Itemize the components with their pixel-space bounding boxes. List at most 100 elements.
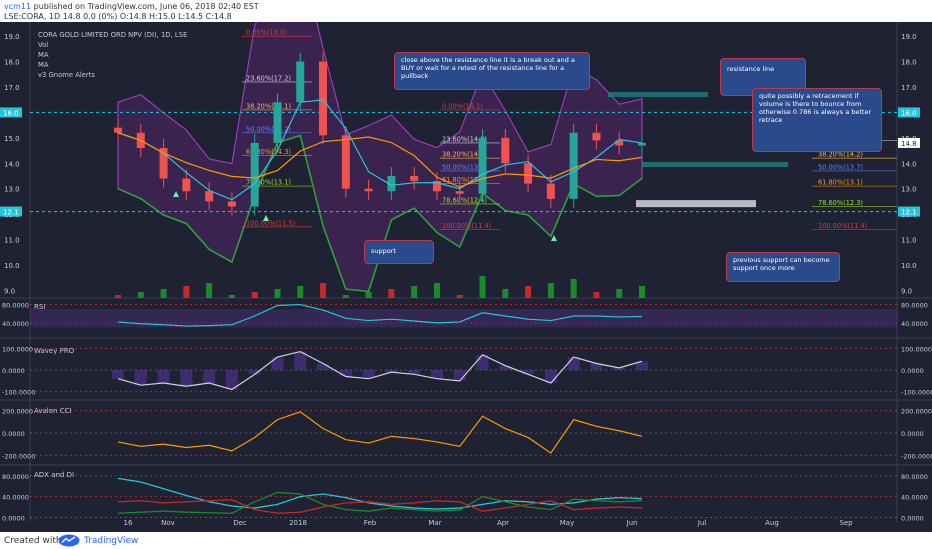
publish-info: vcm11 published on TradingView.com, June… [4,2,259,11]
price-marker-left-label: 16.0 [3,109,19,117]
indicator-tick-left: -200.0000 [2,452,35,460]
ohlc-readout: LSE:CORA, 1D 14.8 0.0 (0%) O:14.8 H:15.0… [4,12,232,21]
legend-ma-1[interactable]: MA [38,51,49,59]
candle-body [273,102,282,143]
author-link[interactable]: vcm11 [4,2,32,11]
volume-bar [547,283,554,298]
wavey-histogram-bar [225,370,238,390]
price-tick-left: 9.0 [4,287,15,295]
chart-svg[interactable]: 19.019.018.018.017.017.016.016.015.015.0… [0,0,932,532]
time-axis-label: Sep [839,519,853,527]
tradingview-logo-icon[interactable] [58,534,80,547]
fib-left-label: 38.20%(16.1) [246,102,291,110]
price-marker-right [898,107,920,118]
volume-bar [206,283,213,298]
fib-left-label: 0.00%(19.0) [246,29,287,37]
retracement-note[interactable]: quite possibly a retracement if volume i… [752,88,882,152]
volume-bar [502,289,509,298]
wavey-histogram-bar [203,370,216,383]
price-marker-right-label: 16.0 [901,109,917,117]
price-tick-left: 11.0 [4,237,20,245]
candle-body [250,142,259,207]
volume-bar [433,283,440,298]
prev-support-note[interactable]: previous support can become support once… [726,252,840,282]
candle-body [569,132,578,199]
volume-bar [228,295,235,298]
indicator-line [117,303,643,327]
price-marker-right [898,206,920,217]
fib-mid-label: 61.80%(13.2) [442,176,487,184]
candle-body [159,148,168,179]
price-tick-left: 19.0 [4,33,20,41]
volume-bar [525,286,532,298]
volume-bar [342,295,349,298]
price-marker-left [0,107,22,118]
candle-body [455,191,464,194]
fib-right-label: 78.60%(12.3) [818,199,863,207]
indicator-tick-right: 40.0000 [901,320,928,328]
wavey-histogram-bar [567,357,580,370]
wavey-histogram-bar [522,370,535,375]
wavey-histogram-bar [430,370,443,379]
time-axis-label: Jul [697,519,707,527]
support-zone [636,200,756,208]
price-marker-left-label: 12.1 [3,209,19,217]
indicator-tick-right: 80.0000 [901,302,928,310]
volume-bar [593,292,600,298]
indicator-tick-left: 200.0000 [2,408,33,416]
indicator-tick-left: 0.0000 [2,514,25,522]
wavey-histogram-bar [590,363,603,370]
price-marker-right-label: 12.1 [901,209,917,217]
wavey-histogram-bar [317,363,330,370]
time-axis-label: Nov [161,519,175,527]
fib-mid-label: 38.20%(14.2) [442,151,487,159]
published-text: published on TradingView.com, June 06, 2… [31,2,259,11]
volume-bar [160,289,167,298]
fib-mid-label: 23.60%(14.8) [442,135,487,143]
legend-gnome-alerts[interactable]: v3 Gnome Alerts [38,71,95,79]
support-note[interactable]: support [364,240,434,264]
candle-body [546,183,555,199]
chart-area[interactable]: 19.019.018.018.017.017.016.016.015.015.0… [0,0,932,532]
price-tick-left: 15.0 [4,135,20,143]
price-tick-left: 14.0 [4,160,20,168]
volume-bar [137,292,144,298]
price-tick-right: 13.0 [901,186,917,194]
indicator-line [117,411,643,454]
fib-left-label: 78.60%(13.1) [246,179,291,187]
volume-bar [639,286,645,298]
candle-body [227,201,236,207]
price-marker-left [0,206,22,217]
indicator-label: RSI [34,303,45,311]
indicator-tick-left: 40.0000 [2,494,29,502]
candle-body [638,142,646,146]
indicator-tick-right: 0.0000 [901,514,924,522]
candle-body [296,61,305,103]
retracement-zone [642,162,788,167]
fib-left-label: 61.80%(14.3) [246,148,291,156]
time-axis-label: May [560,519,574,527]
rsi-band [30,309,897,328]
wavey-histogram-bar [613,367,626,370]
signal-triangle-icon [263,215,269,221]
footer: Created with TradingView [0,532,932,550]
fib-left-label: 100.00%(11.5) [246,219,295,227]
wavey-histogram-bar [134,370,147,386]
fib-mid-label: 50.00%(13.7) [442,163,487,171]
legend-vol[interactable]: Vol [38,41,49,49]
indicator-tick-left: 80.0000 [2,302,29,310]
ma-fast-line [117,99,643,201]
fib-right-label: 38.20%(14.2) [818,151,863,159]
breakout-note[interactable]: close above the resistance line it is a … [394,52,590,90]
indicator-tick-right: 100.0000 [901,345,932,353]
price-tick-right: 17.0 [901,84,917,92]
volume-bar [616,289,623,298]
volume-bar [297,286,304,298]
price-tick-left: 10.0 [4,262,20,270]
fib-right-label: 61.80%(13.1) [818,179,863,187]
wavey-histogram-bar [180,370,193,387]
legend-ma-2[interactable]: MA [38,61,49,69]
tradingview-brand[interactable]: TradingView [84,536,139,546]
adx-series-line [117,491,643,514]
price-marker-right-label: 14.8 [901,140,917,148]
